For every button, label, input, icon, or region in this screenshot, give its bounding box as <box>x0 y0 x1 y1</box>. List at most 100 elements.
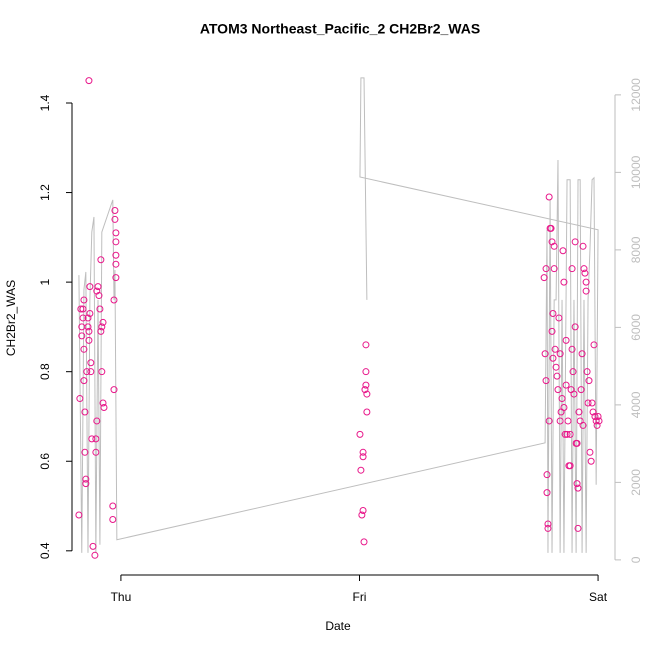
point <box>568 345 576 353</box>
point <box>579 421 587 429</box>
point <box>561 430 569 438</box>
point <box>112 260 120 268</box>
point <box>85 336 93 344</box>
point <box>548 238 556 246</box>
point <box>110 296 118 304</box>
x-axis-label: Date <box>325 619 351 633</box>
point <box>81 408 89 416</box>
point <box>76 395 84 403</box>
point <box>554 386 562 394</box>
point <box>540 274 548 282</box>
point <box>357 466 365 474</box>
point <box>86 309 94 317</box>
point <box>110 386 118 394</box>
y-tick-label: 1.2 <box>38 184 52 201</box>
y2-tick-label: 4000 <box>629 391 643 418</box>
point <box>84 323 92 331</box>
point <box>549 309 557 317</box>
y2-tick-label: 12000 <box>629 78 643 112</box>
point <box>81 448 89 456</box>
point <box>362 368 370 376</box>
point <box>98 368 106 376</box>
point <box>112 251 120 259</box>
point <box>95 292 103 300</box>
x-tick-label: Thu <box>111 590 132 604</box>
point <box>551 345 559 353</box>
point <box>595 417 603 425</box>
point <box>550 242 558 250</box>
point <box>570 390 578 398</box>
point <box>93 417 101 425</box>
point <box>77 305 85 313</box>
point <box>358 511 366 519</box>
point <box>92 448 100 456</box>
point <box>591 412 599 420</box>
x-tick-label: Sat <box>589 590 608 604</box>
point <box>111 206 119 214</box>
point <box>586 448 594 456</box>
point <box>574 484 582 492</box>
point <box>576 417 584 425</box>
point <box>544 524 552 532</box>
point <box>361 386 369 394</box>
x-tick-label: Fri <box>352 590 366 604</box>
point <box>594 412 602 420</box>
point <box>556 417 564 425</box>
point <box>583 368 591 376</box>
point <box>99 318 107 326</box>
point <box>100 404 108 412</box>
point <box>563 430 571 438</box>
point <box>85 77 93 85</box>
point <box>543 489 551 497</box>
point <box>582 287 590 295</box>
point <box>75 511 83 519</box>
y-tick-label: 1.4 <box>38 94 52 111</box>
point <box>574 524 582 532</box>
point <box>560 278 568 286</box>
point <box>566 430 574 438</box>
point <box>356 430 364 438</box>
chart-title: ATOM3 Northeast_Pacific_2 CH2Br2_WAS <box>200 21 480 37</box>
point <box>577 386 585 394</box>
point <box>111 215 119 223</box>
point <box>555 314 563 322</box>
point <box>99 399 107 407</box>
point <box>86 283 94 291</box>
point <box>558 395 566 403</box>
y2-tick-label: 8000 <box>629 236 643 263</box>
point <box>549 354 557 362</box>
y-tick-label: 0.8 <box>38 363 52 380</box>
point <box>363 390 371 398</box>
point <box>84 314 92 322</box>
point <box>579 242 587 250</box>
point <box>560 404 568 412</box>
point <box>94 283 102 291</box>
point <box>109 515 117 523</box>
point <box>89 542 97 550</box>
point <box>580 265 588 273</box>
point <box>592 417 600 425</box>
point <box>587 457 595 465</box>
point <box>552 363 560 371</box>
point <box>80 377 88 385</box>
y2-tick-label: 2000 <box>629 469 643 496</box>
point <box>545 417 553 425</box>
point <box>544 520 552 528</box>
point <box>362 381 370 389</box>
point <box>82 475 90 483</box>
point <box>80 296 88 304</box>
point <box>575 408 583 416</box>
point <box>112 274 120 282</box>
point <box>562 381 570 389</box>
point <box>85 327 93 335</box>
point <box>359 507 367 515</box>
point <box>556 350 564 358</box>
point <box>550 265 558 273</box>
point <box>593 421 601 429</box>
point <box>87 359 95 367</box>
point <box>78 332 86 340</box>
point <box>79 314 87 322</box>
point <box>568 265 576 273</box>
point <box>79 305 87 313</box>
